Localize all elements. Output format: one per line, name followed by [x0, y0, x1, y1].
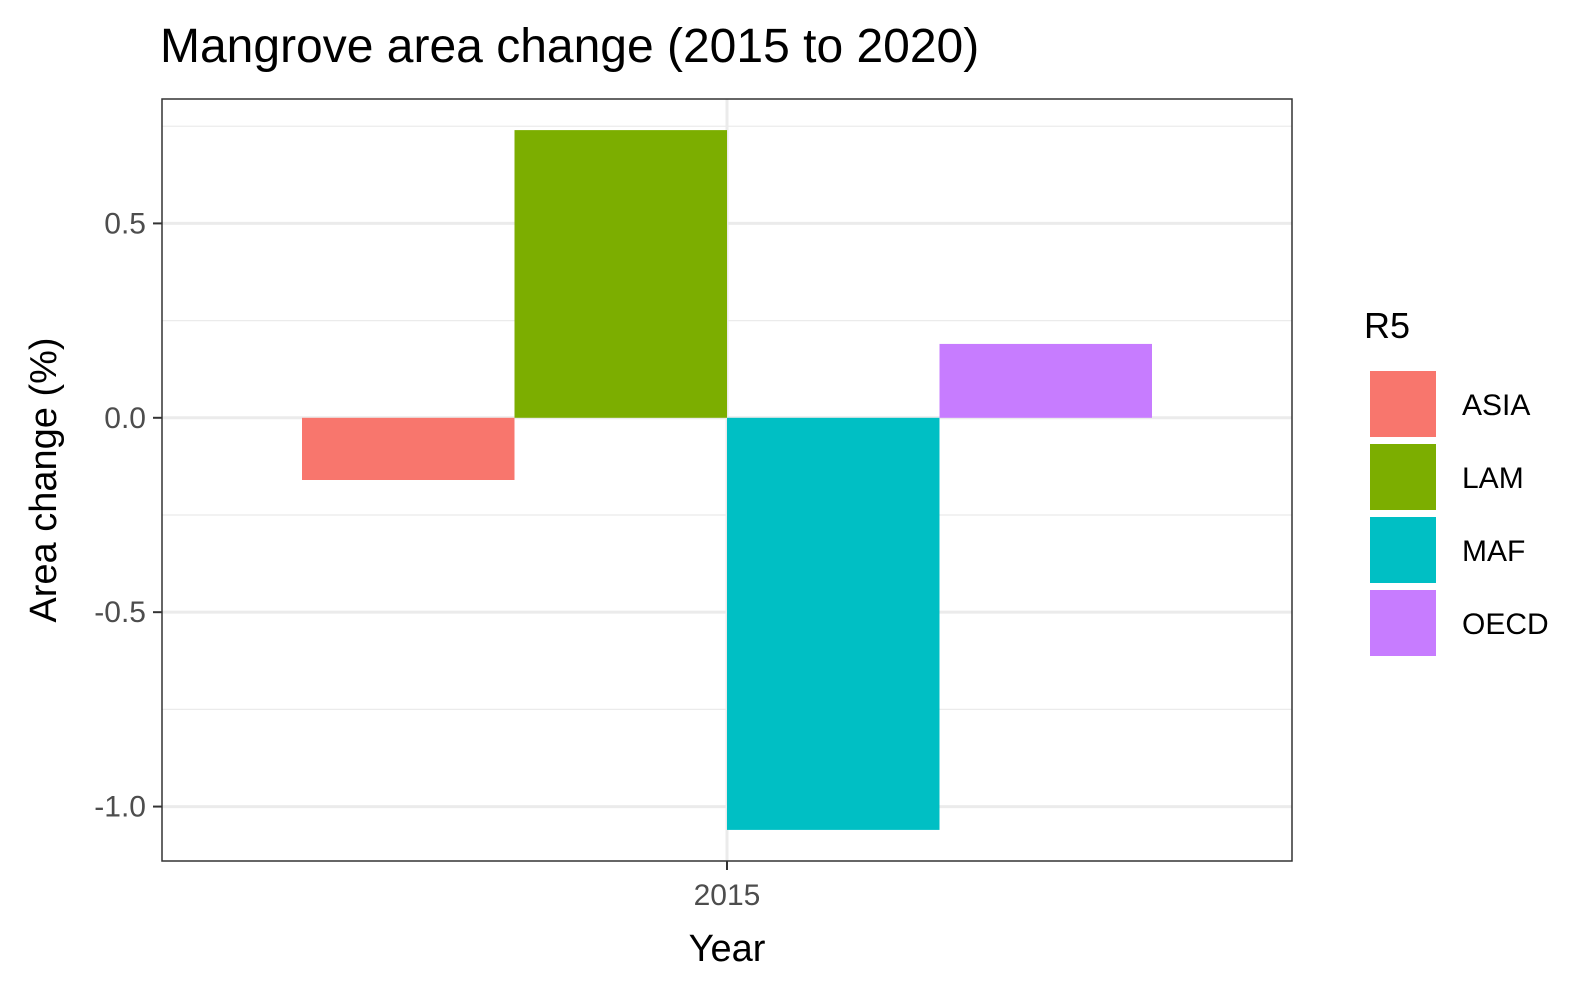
legend-label-maf: MAF: [1462, 535, 1525, 568]
y-tick-label: 0.5: [104, 207, 146, 240]
y-axis-title: Area change (%): [23, 337, 65, 622]
x-axis-title: Year: [689, 928, 766, 970]
x-tick-label: 2015: [694, 879, 761, 912]
bar-lam: [514, 130, 727, 418]
y-axis: 0.5 0.0 -0.5 -1.0: [94, 207, 162, 824]
y-tick-label: 0.0: [104, 402, 146, 435]
legend-title: R5: [1364, 305, 1410, 346]
legend-key-maf: [1370, 517, 1436, 583]
x-axis: 2015: [694, 861, 761, 912]
y-tick-label: -0.5: [94, 596, 146, 629]
legend-key-asia: [1370, 371, 1436, 437]
legend-items: ASIA LAM MAF OECD: [1370, 371, 1549, 656]
legend-key-lam: [1370, 444, 1436, 510]
legend-label-oecd: OECD: [1462, 608, 1549, 641]
bar-oecd: [939, 343, 1152, 418]
plot-area: [161, 98, 1293, 862]
chart-title: Mangrove area change (2015 to 2020): [160, 20, 979, 73]
bar-asia: [302, 417, 515, 480]
legend-label-asia: ASIA: [1462, 389, 1530, 422]
bars: [302, 130, 1152, 830]
legend-label-lam: LAM: [1462, 462, 1524, 495]
y-tick-label: -1.0: [94, 791, 146, 824]
bar-maf: [727, 417, 940, 830]
legend: R5 ASIA LAM MAF OECD: [1364, 305, 1549, 656]
legend-key-oecd: [1370, 590, 1436, 656]
